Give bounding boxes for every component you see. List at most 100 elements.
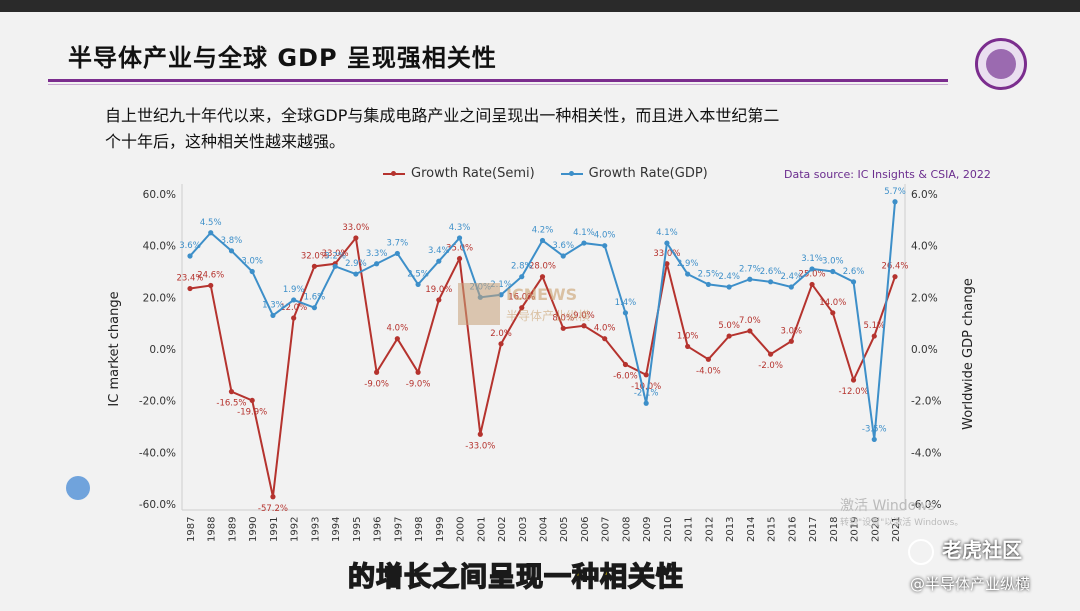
- gdp-point: [850, 279, 857, 285]
- gdp-data-label: 3.3%: [366, 249, 388, 259]
- gdp-data-label: 2.1%: [490, 280, 512, 290]
- semi-point: [892, 274, 898, 280]
- gdp-data-label: 1.3%: [262, 300, 284, 310]
- semi-point: [685, 343, 691, 350]
- legend-swatch-gdp: [560, 170, 583, 176]
- semi-data-label: 32.0%: [301, 251, 328, 261]
- gdp-data-label: 4.2%: [532, 226, 554, 236]
- gdp-data-label: 5.7%: [884, 187, 906, 197]
- y2-axis-title: Worldwide GDP change: [961, 278, 976, 430]
- gdp-data-label: 1.6%: [304, 293, 326, 303]
- slide-title: 半导体产业与全球 GDP 呈现强相关性: [68, 44, 497, 72]
- semi-data-label: 9.0%: [573, 311, 595, 321]
- gdp-data-label: 2.9%: [345, 259, 367, 269]
- semi-point: [539, 274, 546, 280]
- gdp-point: [581, 240, 587, 246]
- semi-data-label: 33.0%: [653, 249, 680, 259]
- gdp-data-label: 3.6%: [179, 241, 201, 251]
- semi-point: [622, 361, 629, 368]
- x-tick-label: 1997: [393, 517, 404, 542]
- semi-data-label: -19.9%: [237, 407, 267, 417]
- semi-point: [850, 377, 857, 383]
- title-underline: [48, 79, 948, 82]
- x-tick-label: 2000: [456, 517, 467, 542]
- gdp-data-label: 3.6%: [552, 241, 574, 251]
- semi-point: [788, 338, 794, 344]
- gdp-point: [291, 297, 297, 303]
- gdp-data-label: 3.8%: [221, 236, 243, 246]
- x-tick-label: 2017: [808, 517, 819, 542]
- gdp-point: [705, 281, 711, 288]
- x-tick-label: 2012: [704, 517, 715, 542]
- gdp-data-label: 2.7%: [739, 264, 761, 274]
- x-tick-label: 1987: [186, 517, 197, 542]
- gdp-data-label: 2.8%: [511, 262, 533, 272]
- x-tick-label: 1995: [352, 517, 363, 542]
- chart-legend: Growth Rate(Semi) Growth Rate(GDP): [383, 166, 708, 181]
- semi-point: [249, 397, 255, 404]
- data-source-note: Data source: IC Insights & CSIA, 2022: [784, 168, 991, 181]
- y-tick-label: 0.0%: [149, 344, 176, 356]
- x-tick-label: 1991: [269, 517, 280, 542]
- gdp-point: [208, 230, 214, 236]
- x-tick-label: 2001: [476, 517, 487, 542]
- gdp-point: [788, 284, 794, 290]
- windows-activation-hint: 转到"设置"以激活 Windows。: [840, 518, 964, 528]
- y-axis-title: IC market change: [107, 291, 122, 406]
- semi-point: [353, 235, 359, 241]
- x-tick-label: 2011: [684, 517, 695, 542]
- semi-data-label: 14.0%: [819, 298, 846, 308]
- gdp-data-label: 3.0%: [822, 257, 844, 267]
- gdp-data-label: 2.6%: [843, 267, 865, 277]
- y-tick-label: 40.0%: [143, 241, 176, 253]
- gdp-point: [643, 400, 649, 406]
- legend-item-gdp: Growth Rate(GDP): [560, 166, 708, 181]
- semi-data-label: -33.0%: [465, 441, 495, 451]
- gdp-point: [830, 268, 836, 275]
- semi-point: [767, 351, 774, 357]
- x-tick-label: 2006: [580, 517, 591, 542]
- semi-data-label: 3.0%: [781, 326, 803, 336]
- semi-data-label: 33.0%: [322, 249, 349, 259]
- x-tick-label: 1998: [414, 517, 425, 542]
- semi-data-label: 8.0%: [552, 313, 574, 323]
- body-line-2: 个十年后，这种相关性越来越强。: [105, 132, 346, 151]
- semi-point: [270, 494, 276, 500]
- y2-tick-label: -6.0%: [911, 499, 941, 511]
- semi-data-label: 1.0%: [677, 331, 699, 341]
- platform-logo-text: 老虎社区: [942, 538, 1022, 562]
- gdp-point: [726, 284, 732, 290]
- y2-tick-label: 4.0%: [911, 241, 938, 253]
- y2-tick-label: 6.0%: [911, 189, 938, 201]
- gdp-data-label: -3.5%: [862, 424, 887, 434]
- gdp-point: [249, 268, 255, 275]
- semi-point: [726, 333, 732, 339]
- x-tick-label: 2005: [559, 517, 570, 542]
- semi-data-label: -16.5%: [216, 399, 246, 409]
- semi-point: [228, 389, 235, 395]
- y-tick-label: 20.0%: [143, 292, 176, 304]
- top-frame-bar: [0, 0, 1080, 12]
- gdp-point: [332, 263, 338, 269]
- semi-point: [705, 356, 711, 362]
- semi-point: [208, 282, 214, 289]
- semi-data-label: 23.4%: [176, 274, 203, 284]
- slide-body-text: 自上世纪九十年代以来，全球GDP与集成电路产业之间呈现出一种相关性，而且进入本世…: [105, 103, 985, 155]
- y-tick-label: -20.0%: [139, 396, 176, 408]
- semi-point: [664, 261, 670, 267]
- gdp-point: [519, 274, 525, 280]
- semi-point: [291, 315, 297, 321]
- y2-tick-label: 0.0%: [911, 344, 938, 356]
- gdp-data-label: -2.1%: [634, 388, 659, 398]
- semi-point: [830, 310, 836, 316]
- gdp-data-label: 2.6%: [760, 267, 782, 277]
- semi-data-label: 25.0%: [799, 269, 826, 279]
- icnews-watermark: ICNEWS 半导体产业纵横: [458, 283, 628, 327]
- legend-label-semi: Growth Rate(Semi): [411, 166, 535, 181]
- x-tick-label: 1999: [435, 517, 446, 542]
- floating-assist-icon[interactable]: [66, 476, 90, 500]
- gdp-point: [353, 271, 359, 277]
- semi-point: [498, 341, 504, 347]
- semi-point: [187, 285, 193, 292]
